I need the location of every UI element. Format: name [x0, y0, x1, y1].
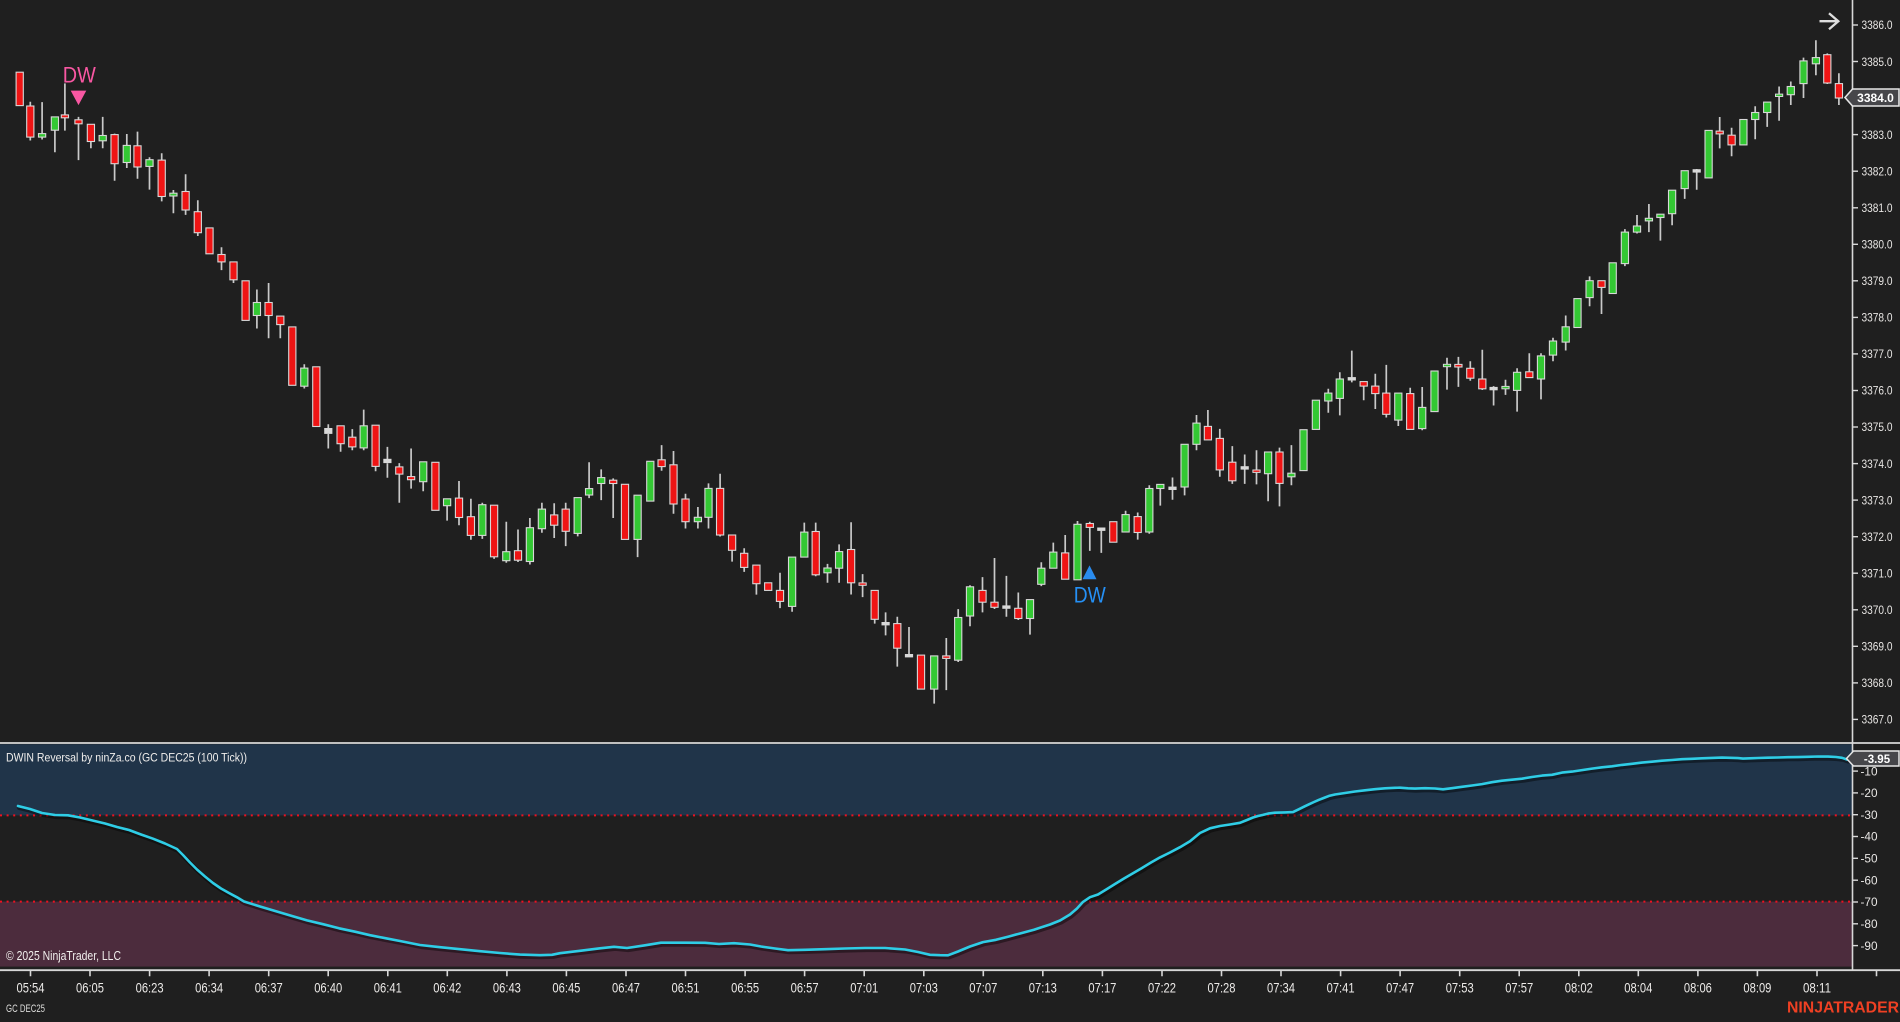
svg-text:3369.0: 3369.0 — [1862, 640, 1893, 654]
svg-text:-3.95: -3.95 — [1864, 754, 1891, 766]
svg-text:3378.0: 3378.0 — [1862, 311, 1893, 325]
svg-text:06:40: 06:40 — [314, 980, 342, 996]
svg-text:DWIN Reversal by ninZa.co (GC: DWIN Reversal by ninZa.co (GC DEC25 (100… — [6, 751, 247, 765]
svg-text:08:06: 08:06 — [1684, 980, 1712, 996]
svg-text:-10: -10 — [1861, 764, 1878, 778]
svg-text:3371.0: 3371.0 — [1862, 567, 1893, 581]
svg-text:07:13: 07:13 — [1029, 980, 1057, 996]
svg-text:3384.0: 3384.0 — [1857, 91, 1894, 105]
svg-text:3381.0: 3381.0 — [1862, 201, 1893, 215]
svg-text:06:41: 06:41 — [374, 980, 402, 996]
svg-text:06:57: 06:57 — [791, 980, 819, 996]
svg-text:3375.0: 3375.0 — [1862, 420, 1893, 434]
svg-text:07:01: 07:01 — [850, 980, 878, 996]
svg-text:NINJATRADER: NINJATRADER — [1787, 1000, 1899, 1017]
svg-text:07:28: 07:28 — [1208, 980, 1236, 996]
svg-text:07:17: 07:17 — [1088, 980, 1116, 996]
svg-text:06:23: 06:23 — [136, 980, 164, 996]
svg-text:3370.0: 3370.0 — [1862, 603, 1893, 617]
svg-text:06:47: 06:47 — [612, 980, 640, 996]
svg-text:08:09: 08:09 — [1743, 980, 1771, 996]
svg-text:07:34: 07:34 — [1267, 980, 1295, 996]
svg-text:3373.0: 3373.0 — [1862, 493, 1893, 507]
svg-text:3374.0: 3374.0 — [1862, 457, 1893, 471]
svg-text:© 2025 NinjaTrader, LLC: © 2025 NinjaTrader, LLC — [6, 948, 121, 963]
svg-text:08:02: 08:02 — [1565, 980, 1593, 996]
svg-text:-40: -40 — [1861, 830, 1878, 844]
svg-text:06:34: 06:34 — [195, 980, 223, 996]
svg-text:-30: -30 — [1861, 808, 1878, 822]
svg-text:-20: -20 — [1861, 786, 1878, 800]
svg-text:3377.0: 3377.0 — [1862, 347, 1893, 361]
svg-text:3379.0: 3379.0 — [1862, 274, 1893, 288]
svg-text:07:22: 07:22 — [1148, 980, 1176, 996]
svg-text:08:11: 08:11 — [1803, 980, 1831, 996]
svg-text:3376.0: 3376.0 — [1862, 384, 1893, 398]
svg-text:06:51: 06:51 — [672, 980, 700, 996]
svg-text:07:53: 07:53 — [1446, 980, 1474, 996]
svg-text:-90: -90 — [1861, 939, 1878, 953]
svg-text:-60: -60 — [1861, 873, 1878, 887]
svg-text:06:37: 06:37 — [255, 980, 283, 996]
svg-text:-50: -50 — [1861, 852, 1878, 866]
svg-text:07:47: 07:47 — [1386, 980, 1414, 996]
svg-text:3386.0: 3386.0 — [1862, 18, 1893, 32]
svg-text:-80: -80 — [1861, 917, 1878, 931]
svg-text:08:04: 08:04 — [1624, 980, 1652, 996]
svg-text:3385.0: 3385.0 — [1862, 55, 1893, 69]
svg-text:DW: DW — [63, 62, 96, 87]
svg-text:3368.0: 3368.0 — [1862, 676, 1893, 690]
svg-text:GC DEC25: GC DEC25 — [6, 1003, 45, 1015]
svg-text:3382.0: 3382.0 — [1862, 164, 1893, 178]
svg-text:3383.0: 3383.0 — [1862, 128, 1893, 142]
svg-text:05:54: 05:54 — [17, 980, 45, 996]
svg-text:07:07: 07:07 — [969, 980, 997, 996]
svg-text:07:03: 07:03 — [910, 980, 938, 996]
svg-text:06:55: 06:55 — [731, 980, 759, 996]
svg-text:3372.0: 3372.0 — [1862, 530, 1893, 544]
svg-text:07:57: 07:57 — [1505, 980, 1533, 996]
svg-text:06:43: 06:43 — [493, 980, 521, 996]
svg-text:3367.0: 3367.0 — [1862, 713, 1893, 727]
svg-text:DW: DW — [1074, 582, 1106, 607]
svg-text:07:41: 07:41 — [1327, 980, 1355, 996]
svg-text:06:45: 06:45 — [552, 980, 580, 996]
svg-text:-70: -70 — [1861, 895, 1878, 909]
svg-text:06:42: 06:42 — [433, 980, 461, 996]
svg-text:06:05: 06:05 — [76, 980, 104, 996]
svg-text:3380.0: 3380.0 — [1862, 238, 1893, 252]
